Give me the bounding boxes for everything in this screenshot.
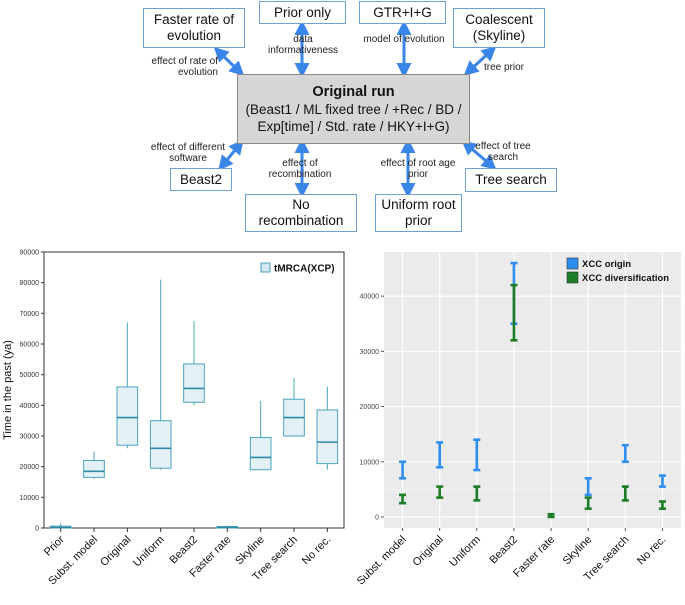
arrow-beast2	[218, 139, 244, 171]
center-body: (Beast1 / ML fixed tree / +Rec / BD / Ex…	[245, 101, 462, 134]
box-body	[249, 437, 272, 471]
boxplot-frame	[43, 251, 345, 529]
node-tree-search: Tree search	[465, 168, 557, 192]
arrow-coalescent	[463, 45, 497, 77]
box-body	[283, 398, 305, 437]
boxplot-ytick-label: 70000	[20, 311, 40, 318]
errorbar-xcc-diversification	[436, 485, 444, 499]
edge-label-tree-search: effect of tree search	[475, 141, 531, 163]
arrow-faster-rate	[213, 46, 245, 77]
errorbar-xcc-origin	[621, 443, 629, 464]
node-uniform-root-prior: Uniform root prior	[375, 194, 462, 232]
errorbar-xcc-diversification	[399, 493, 407, 505]
errorbar-xcc-origin	[436, 441, 444, 469]
box-body	[183, 363, 205, 403]
boxplot-chart: 0 10000 20000 30000 40000 50000 60000 70000 8000…	[2, 250, 345, 588]
edge-label-rate: effect of rate of evolution	[151, 56, 218, 78]
boxplot-ytick-label: 40000	[20, 403, 40, 410]
arrow-tree-search	[461, 140, 497, 170]
boxplot-ytick-label: 10000	[20, 495, 40, 502]
node-gtr: GTR+I+G	[359, 1, 446, 24]
errorbar-chart: 0 10000 20000 30000 40000 Subst. model Origina…	[355, 252, 681, 588]
node-original-run: Original run (Beast1 / ML fixed tree / +…	[237, 74, 470, 144]
box-body	[216, 525, 239, 529]
errorbar-legend: XCC origin XCC diversification	[566, 257, 669, 284]
errorbar-xcc-diversification	[584, 496, 592, 510]
legend-label: XCC diversification	[582, 273, 669, 284]
node-faster-rate: Faster rate of evolution	[143, 8, 245, 48]
errorbar-xcc-diversification	[473, 485, 481, 502]
errorbar-xcc-diversification	[621, 485, 629, 502]
errorbar-ytick-label: 40000	[360, 294, 380, 301]
boxplot-ytick-label: 20000	[20, 464, 40, 471]
legend-label-tmrca: tMRCA(XCP)	[274, 264, 335, 275]
errorbar-ytick-label: 20000	[360, 404, 380, 411]
box-body	[149, 420, 172, 469]
boxplot-legend: tMRCA(XCP)	[260, 262, 335, 275]
boxplot-ytick-label: 30000	[20, 434, 40, 441]
boxplot-ytick-label: 60000	[20, 342, 40, 349]
errorbar-xcc-origin	[510, 261, 518, 326]
center-title: Original run	[312, 83, 395, 100]
box-body	[116, 386, 139, 446]
boxplot-xtick-label: Subst. model	[46, 534, 100, 588]
errorbar-xcc-diversification	[658, 500, 666, 510]
node-coalescent: Coalescent (Skyline)	[453, 8, 545, 48]
legend-swatch	[566, 257, 579, 270]
legend-label: XCC origin	[582, 259, 631, 270]
errorbar-panel	[384, 252, 681, 528]
boxplot-ytick-label: 0	[35, 526, 39, 533]
edge-label-recombination: effect of recombination	[268, 158, 332, 180]
boxplot-xtick-label: Uniform	[131, 534, 167, 570]
boxplot-xtick-label: Faster rate	[187, 534, 233, 580]
errorbar-xcc-diversification	[547, 512, 555, 519]
diagram-arrows	[213, 20, 497, 198]
errorbar-ytick-label: 10000	[360, 459, 380, 466]
errorbar-xtick-label: Faster rate	[511, 534, 557, 580]
errorbar-xcc-diversification	[510, 283, 518, 342]
edge-label-tree-prior: tree prior	[484, 62, 525, 73]
edge-label-data-info: data informativeness	[267, 34, 339, 56]
errorbar-ytick-label: 30000	[360, 349, 380, 356]
errorbar-xtick-label: Uniform	[447, 534, 483, 570]
boxplot-xtick-label: Tree search	[250, 534, 300, 584]
node-beast2: Beast2	[170, 168, 232, 191]
boxplot-ytick-label: 80000	[20, 280, 40, 287]
errorbar-xcc-origin	[473, 438, 481, 472]
boxplot-ytick-label: 50000	[20, 372, 40, 379]
errorbar-xtick-label: Subst. model	[355, 534, 409, 588]
boxplot-ylabel: Time in the past (ya)	[2, 340, 14, 440]
edge-label-software: effect of different software	[150, 142, 226, 164]
legend-swatch-tmrca	[260, 262, 271, 273]
errorbar-xtick-label: No rec.	[635, 534, 669, 568]
legend-swatch	[566, 271, 579, 284]
node-prior-only: Prior only	[259, 1, 346, 24]
boxplot-xtick-label: Skyline	[233, 534, 267, 568]
boxplot-xtick-label: Beast2	[167, 534, 200, 567]
boxplot-xtick-label: Original	[98, 534, 133, 569]
errorbar-xcc-origin	[584, 477, 592, 497]
errorbar-xtick-label: Skyline	[561, 534, 595, 568]
boxplot-xtick-label: Prior	[42, 533, 67, 558]
errorbar-ytick-label: 0	[375, 514, 379, 521]
node-no-recombination: No recombination	[245, 194, 357, 232]
errorbar-xcc-origin	[399, 460, 407, 480]
errorbar-xtick-label: Original	[411, 534, 446, 569]
edge-label-model: model of evolution	[363, 34, 445, 45]
boxplot-ytick-label: 90000	[20, 250, 40, 257]
box-body	[83, 460, 105, 478]
box-body	[316, 409, 339, 465]
errorbar-xtick-label: Tree search	[582, 534, 632, 584]
boxplot-xtick-label: No rec.	[300, 534, 334, 568]
errorbar-xtick-label: Beast2	[487, 534, 520, 567]
box-body	[49, 525, 72, 529]
edge-label-root: effect of root age prior	[380, 158, 456, 180]
errorbar-xcc-origin	[658, 474, 666, 488]
